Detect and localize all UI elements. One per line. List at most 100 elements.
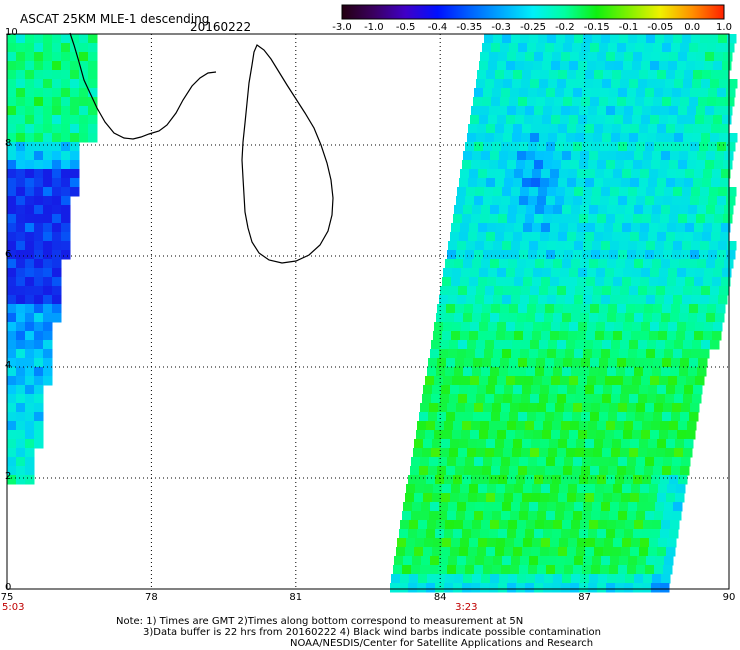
swath-cell bbox=[528, 250, 538, 260]
swath-cell bbox=[43, 178, 53, 188]
swath-cell bbox=[533, 268, 543, 278]
swath-cell bbox=[660, 106, 670, 116]
swath-cell bbox=[670, 259, 680, 269]
swath-cell bbox=[25, 79, 35, 89]
swath-cell bbox=[618, 250, 628, 260]
swath-cell bbox=[424, 484, 434, 494]
swath-cell bbox=[465, 457, 475, 467]
swath-cell bbox=[426, 421, 436, 431]
swath-cell bbox=[426, 583, 436, 593]
swath-cell bbox=[530, 286, 540, 296]
swath-cell bbox=[555, 457, 565, 467]
swath-cell bbox=[551, 268, 561, 278]
swath-cell bbox=[507, 214, 517, 224]
swath-cell bbox=[440, 448, 450, 458]
swath-cell bbox=[552, 583, 562, 593]
swath-cell bbox=[627, 250, 637, 260]
swath-cell bbox=[582, 250, 592, 260]
swath-cell bbox=[446, 358, 456, 368]
swath-cell bbox=[494, 340, 504, 350]
swath-cell bbox=[557, 448, 567, 458]
swath-cell bbox=[43, 295, 53, 305]
swath-cell bbox=[648, 124, 658, 134]
swath-cell bbox=[465, 250, 475, 260]
swath-cell bbox=[633, 421, 643, 431]
swath-cell bbox=[524, 268, 534, 278]
swath-cell bbox=[524, 115, 534, 125]
swath-cell bbox=[25, 61, 35, 71]
swath-cell bbox=[455, 412, 465, 422]
swath-cell bbox=[547, 241, 557, 251]
swath-cell bbox=[525, 106, 535, 116]
swath-cell bbox=[456, 565, 466, 575]
swath-cell bbox=[427, 520, 437, 530]
swath-cell bbox=[726, 196, 736, 206]
swath-cell bbox=[43, 187, 53, 197]
swath-cell bbox=[660, 475, 670, 485]
swath-cell bbox=[720, 178, 730, 188]
swath-cell bbox=[597, 529, 607, 539]
swath-cell bbox=[703, 277, 713, 287]
swath-cell bbox=[561, 160, 571, 170]
swath-cell bbox=[679, 313, 689, 323]
swath-cell bbox=[652, 313, 662, 323]
pass-time-label: 3:23 bbox=[455, 602, 478, 613]
swath-cell bbox=[587, 376, 597, 386]
swath-cell bbox=[16, 52, 26, 62]
swath-cell bbox=[559, 538, 569, 548]
swath-cell bbox=[514, 223, 524, 233]
latitude-label: 6 bbox=[5, 249, 12, 260]
swath-cell bbox=[492, 142, 502, 152]
swath-cell bbox=[460, 169, 470, 179]
swath-cell bbox=[578, 61, 588, 71]
swath-cell bbox=[509, 43, 519, 53]
swath-cell bbox=[613, 331, 623, 341]
swath-cell bbox=[560, 322, 570, 332]
swath-cell bbox=[458, 340, 468, 350]
swath-cell bbox=[542, 430, 552, 440]
swath-cell bbox=[655, 502, 665, 512]
swath-cell bbox=[637, 295, 647, 305]
swath-cell bbox=[648, 439, 658, 449]
swath-cell bbox=[16, 457, 26, 467]
swath-cell bbox=[636, 142, 646, 152]
swath-cell bbox=[52, 34, 62, 44]
swath-cell bbox=[460, 223, 470, 233]
swath-cell bbox=[589, 151, 599, 161]
swath-cell bbox=[34, 205, 44, 215]
swath-cell bbox=[34, 367, 44, 377]
swath-cell bbox=[555, 565, 565, 575]
swath-cell bbox=[476, 394, 486, 404]
swath-cell bbox=[642, 475, 652, 485]
swath-cell bbox=[503, 286, 513, 296]
swath-cell bbox=[718, 187, 728, 197]
swath-cell bbox=[696, 160, 706, 170]
swath-cell bbox=[619, 502, 629, 512]
swath-cell bbox=[677, 61, 687, 71]
swath-cell bbox=[663, 565, 673, 575]
swath-cell bbox=[43, 106, 53, 116]
swath-cell bbox=[434, 322, 444, 332]
swath-cell bbox=[666, 70, 676, 80]
swath-cell bbox=[563, 358, 573, 368]
swath-cell bbox=[505, 223, 515, 233]
swath-cell bbox=[509, 358, 519, 368]
swath-cell bbox=[421, 502, 431, 512]
swath-cell bbox=[439, 502, 449, 512]
swath-cell bbox=[542, 61, 552, 71]
swath-cell bbox=[681, 88, 691, 98]
swath-cell bbox=[488, 268, 498, 278]
swath-cell bbox=[675, 178, 685, 188]
swath-cell bbox=[667, 538, 677, 548]
swath-cell bbox=[437, 304, 447, 314]
swath-cell bbox=[548, 340, 558, 350]
swath-cell bbox=[572, 43, 582, 53]
swath-cell bbox=[7, 34, 17, 44]
swath-cell bbox=[557, 340, 567, 350]
swath-cell bbox=[721, 169, 731, 179]
swath-cell bbox=[478, 331, 488, 341]
swath-cell bbox=[538, 502, 548, 512]
swath-cell bbox=[429, 457, 439, 467]
swath-cell bbox=[477, 232, 487, 242]
swath-cell bbox=[522, 439, 532, 449]
